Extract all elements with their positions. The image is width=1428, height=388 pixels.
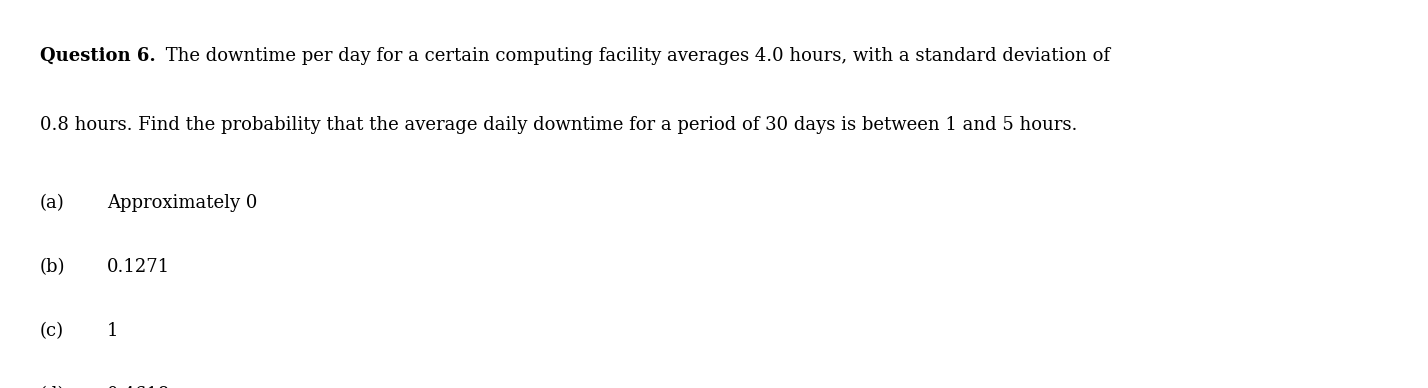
- Text: The downtime per day for a certain computing facility averages 4.0 hours, with a: The downtime per day for a certain compu…: [160, 47, 1110, 64]
- Text: 0.8 hours. Find the probability that the average daily downtime for a period of : 0.8 hours. Find the probability that the…: [40, 116, 1077, 134]
- Text: 0.4618: 0.4618: [107, 386, 170, 388]
- Text: Question 6.: Question 6.: [40, 47, 156, 64]
- Text: (b): (b): [40, 258, 66, 276]
- Text: (d): (d): [40, 386, 66, 388]
- Text: (c): (c): [40, 322, 64, 340]
- Text: (a): (a): [40, 194, 64, 212]
- Text: 1: 1: [107, 322, 119, 340]
- Text: Approximately 0: Approximately 0: [107, 194, 257, 212]
- Text: 0.1271: 0.1271: [107, 258, 170, 276]
